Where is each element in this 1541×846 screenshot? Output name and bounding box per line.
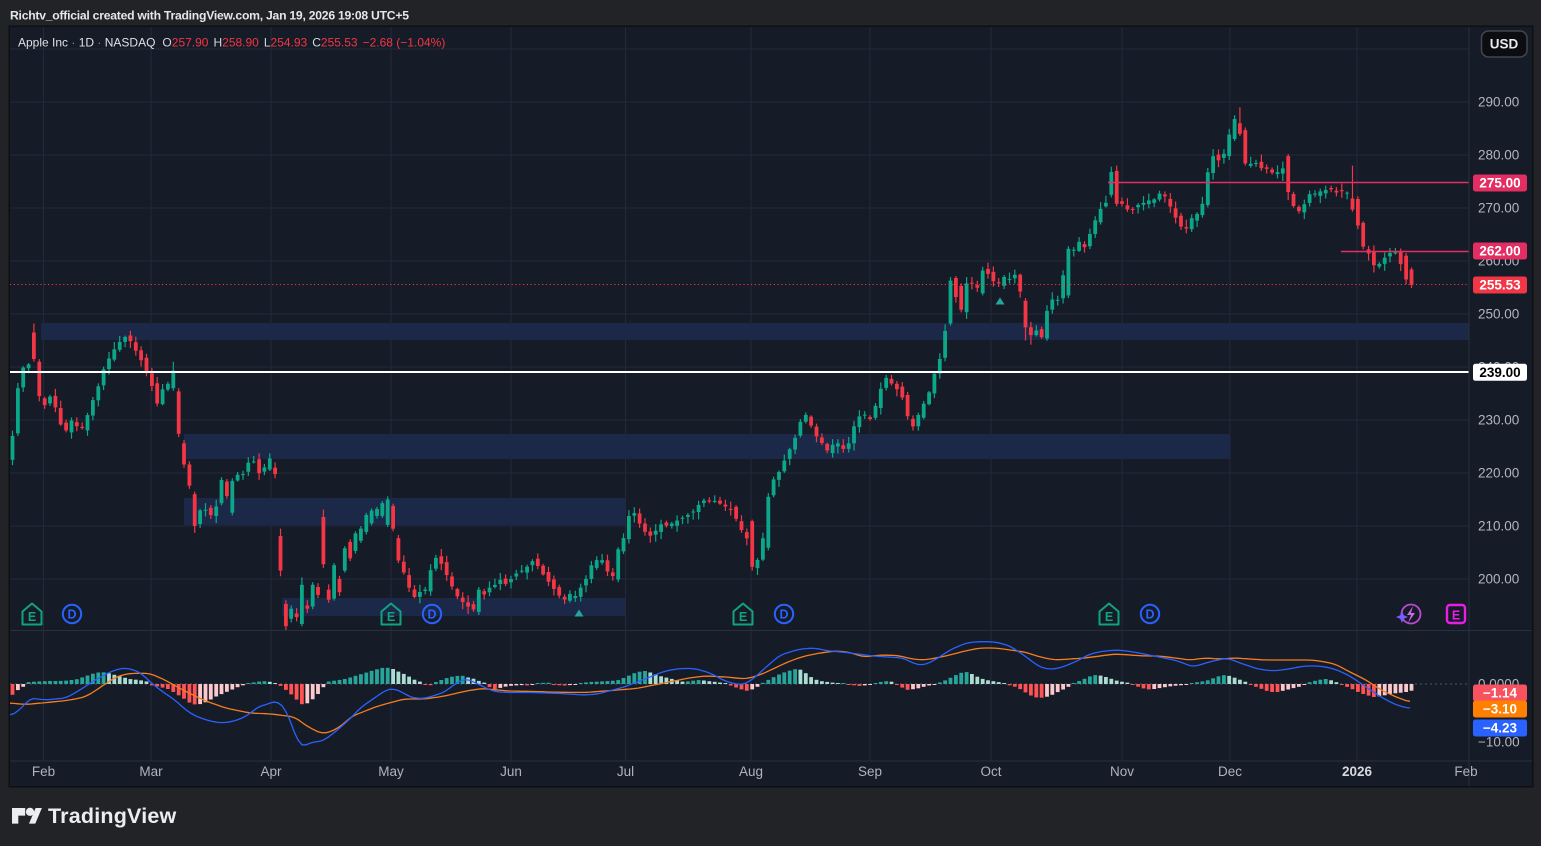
svg-text:D: D (67, 608, 76, 622)
svg-text:Jul: Jul (617, 764, 634, 779)
svg-text:Richtv_official created with T: Richtv_official created with TradingView… (10, 9, 409, 23)
svg-text:D: D (779, 608, 788, 622)
svg-text:E: E (387, 610, 395, 624)
svg-text:Mar: Mar (139, 764, 163, 779)
svg-text:290.00: 290.00 (1478, 95, 1519, 110)
svg-text:255.53: 255.53 (1479, 278, 1521, 293)
svg-text:Sep: Sep (858, 764, 882, 779)
svg-text:−1.14: −1.14 (1483, 686, 1518, 701)
svg-text:262.00: 262.00 (1479, 244, 1520, 259)
svg-text:270.00: 270.00 (1478, 201, 1519, 216)
svg-text:−4.23: −4.23 (1483, 721, 1518, 736)
svg-text:May: May (378, 764, 404, 779)
svg-text:275.00: 275.00 (1479, 176, 1520, 191)
svg-text:D: D (427, 608, 436, 622)
svg-text:Oct: Oct (980, 764, 1001, 779)
svg-text:Aug: Aug (739, 764, 763, 779)
svg-text:TradingView: TradingView (48, 804, 177, 828)
svg-text:D: D (1145, 608, 1154, 622)
svg-text:250.00: 250.00 (1478, 307, 1519, 322)
svg-text:220.00: 220.00 (1478, 466, 1519, 481)
svg-text:239.00: 239.00 (1479, 365, 1520, 380)
svg-text:200.00: 200.00 (1478, 572, 1519, 587)
svg-text:−3.10: −3.10 (1483, 702, 1517, 717)
svg-text:Feb: Feb (32, 764, 55, 779)
svg-text:280.00: 280.00 (1478, 148, 1519, 163)
svg-text:230.00: 230.00 (1478, 413, 1519, 428)
svg-text:E: E (28, 610, 36, 624)
svg-text:E: E (1452, 609, 1460, 623)
svg-text:E: E (1105, 610, 1113, 624)
svg-text:Apr: Apr (260, 764, 282, 779)
svg-text:Jun: Jun (500, 764, 522, 779)
svg-text:Feb: Feb (1454, 764, 1477, 779)
svg-text:210.00: 210.00 (1478, 519, 1519, 534)
svg-text:Dec: Dec (1218, 764, 1242, 779)
svg-text:Nov: Nov (1110, 764, 1134, 779)
svg-text:USD: USD (1490, 37, 1519, 52)
svg-text:−10.00: −10.00 (1478, 735, 1520, 750)
svg-text:E: E (739, 610, 747, 624)
svg-text:2026: 2026 (1342, 764, 1373, 779)
